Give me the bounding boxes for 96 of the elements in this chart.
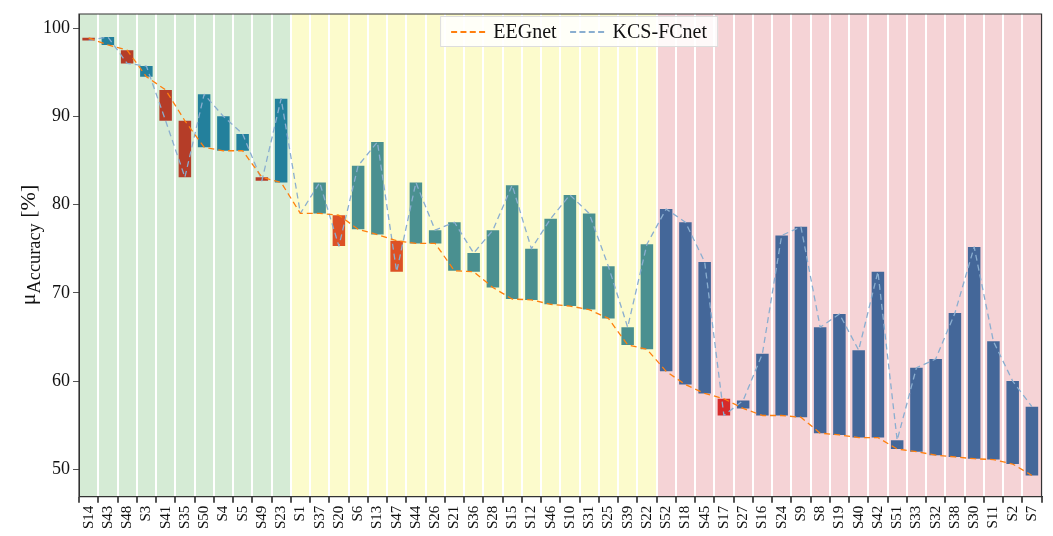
x-tick-label: S36 bbox=[464, 505, 481, 529]
bar bbox=[948, 313, 962, 457]
bar bbox=[467, 253, 480, 272]
bar bbox=[274, 98, 288, 183]
x-tick-label: S11 bbox=[984, 505, 1001, 529]
x-tick-label: S15 bbox=[503, 505, 520, 529]
x-tick-label: S44 bbox=[406, 505, 423, 529]
x-tick-label: S47 bbox=[387, 505, 404, 529]
x-tick-label: S10 bbox=[560, 505, 577, 529]
x-tick-label: S20 bbox=[329, 505, 346, 529]
x-tick-label: S52 bbox=[657, 505, 674, 529]
legend-label: EEGnet bbox=[493, 20, 557, 43]
x-tick-label: S22 bbox=[637, 505, 654, 529]
bar bbox=[525, 248, 538, 300]
x-tick-label: S19 bbox=[830, 505, 847, 529]
y-tick-label: 70 bbox=[52, 281, 70, 302]
x-tick-label: S2 bbox=[1003, 505, 1020, 522]
bar bbox=[159, 89, 172, 121]
bar bbox=[659, 209, 673, 372]
x-tick-label: S37 bbox=[310, 505, 327, 529]
x-tick-label: S3 bbox=[137, 505, 154, 522]
x-tick-label: S21 bbox=[445, 505, 462, 529]
bar bbox=[236, 134, 249, 151]
x-tick-label: S31 bbox=[580, 505, 597, 529]
x-tick-label: S38 bbox=[945, 505, 962, 529]
bar bbox=[967, 246, 981, 459]
x-tick-label: S51 bbox=[888, 505, 905, 529]
bar bbox=[313, 182, 326, 214]
x-tick-label: S4 bbox=[214, 505, 231, 522]
x-tick-label: S35 bbox=[175, 505, 192, 529]
x-tick-label: S5 bbox=[233, 505, 250, 522]
x-tick-label: S8 bbox=[811, 505, 828, 522]
bar bbox=[351, 165, 365, 230]
x-tick-label: S23 bbox=[272, 505, 289, 529]
bar bbox=[987, 341, 1000, 460]
bar bbox=[428, 230, 442, 244]
bar bbox=[544, 218, 557, 305]
bar bbox=[602, 266, 615, 319]
bar bbox=[756, 353, 769, 416]
bar bbox=[679, 222, 692, 385]
bar bbox=[852, 350, 865, 438]
x-tick-label: S16 bbox=[753, 505, 770, 529]
bar bbox=[890, 440, 904, 450]
x-tick-label: S32 bbox=[926, 505, 943, 529]
bar bbox=[1006, 381, 1019, 465]
x-tick-label: S1 bbox=[291, 505, 308, 522]
x-tick-label: S39 bbox=[618, 505, 635, 529]
x-tick-label: S43 bbox=[98, 505, 115, 529]
x-tick-label: S14 bbox=[79, 505, 96, 529]
x-tick-label: S25 bbox=[599, 505, 616, 529]
bar bbox=[833, 314, 846, 435]
bar bbox=[871, 271, 885, 438]
bar bbox=[582, 213, 596, 310]
bar bbox=[448, 222, 461, 271]
x-tick-label: S6 bbox=[349, 505, 366, 522]
bar bbox=[775, 235, 788, 416]
legend-label: KCS-FCnet bbox=[612, 20, 708, 43]
x-tick-label: S48 bbox=[118, 505, 135, 529]
x-tick-label: S40 bbox=[849, 505, 866, 529]
bar bbox=[640, 244, 654, 350]
y-tick-label: 80 bbox=[52, 193, 70, 214]
x-tick-label: S42 bbox=[868, 505, 885, 529]
x-tick-label: S45 bbox=[695, 505, 712, 529]
x-tick-label: S50 bbox=[195, 505, 212, 529]
bar bbox=[1025, 406, 1039, 476]
y-tick-label: 100 bbox=[43, 16, 70, 37]
y-tick-label: 90 bbox=[52, 105, 70, 126]
x-tick-label: S7 bbox=[1022, 505, 1039, 522]
x-tick-label: S13 bbox=[368, 505, 385, 529]
bar bbox=[698, 261, 711, 394]
x-tick-label: S26 bbox=[426, 505, 443, 529]
bar bbox=[929, 359, 942, 456]
bar bbox=[371, 141, 384, 235]
y-tick-label: 50 bbox=[52, 458, 70, 479]
bar bbox=[910, 367, 923, 452]
bar bbox=[486, 230, 500, 288]
bar bbox=[794, 226, 808, 418]
x-tick-label: S33 bbox=[907, 505, 924, 529]
x-tick-label: S30 bbox=[965, 505, 982, 529]
x-tick-label: S18 bbox=[676, 505, 693, 529]
bar bbox=[563, 194, 577, 307]
x-tick-label: S27 bbox=[734, 505, 751, 529]
bar bbox=[505, 185, 519, 300]
bar bbox=[197, 94, 211, 148]
x-tick-label: S49 bbox=[252, 505, 269, 529]
x-tick-label: S41 bbox=[156, 505, 173, 529]
x-tick-label: S9 bbox=[791, 505, 808, 522]
x-tick-label: S12 bbox=[522, 505, 539, 529]
bar bbox=[621, 327, 634, 345]
x-tick-label: S28 bbox=[483, 505, 500, 529]
bar bbox=[813, 327, 827, 434]
x-tick-label: S17 bbox=[714, 505, 731, 529]
x-tick-label: S46 bbox=[541, 505, 558, 529]
y-tick-label: 60 bbox=[52, 369, 70, 390]
bar bbox=[217, 116, 230, 151]
x-tick-label: S24 bbox=[772, 505, 789, 529]
